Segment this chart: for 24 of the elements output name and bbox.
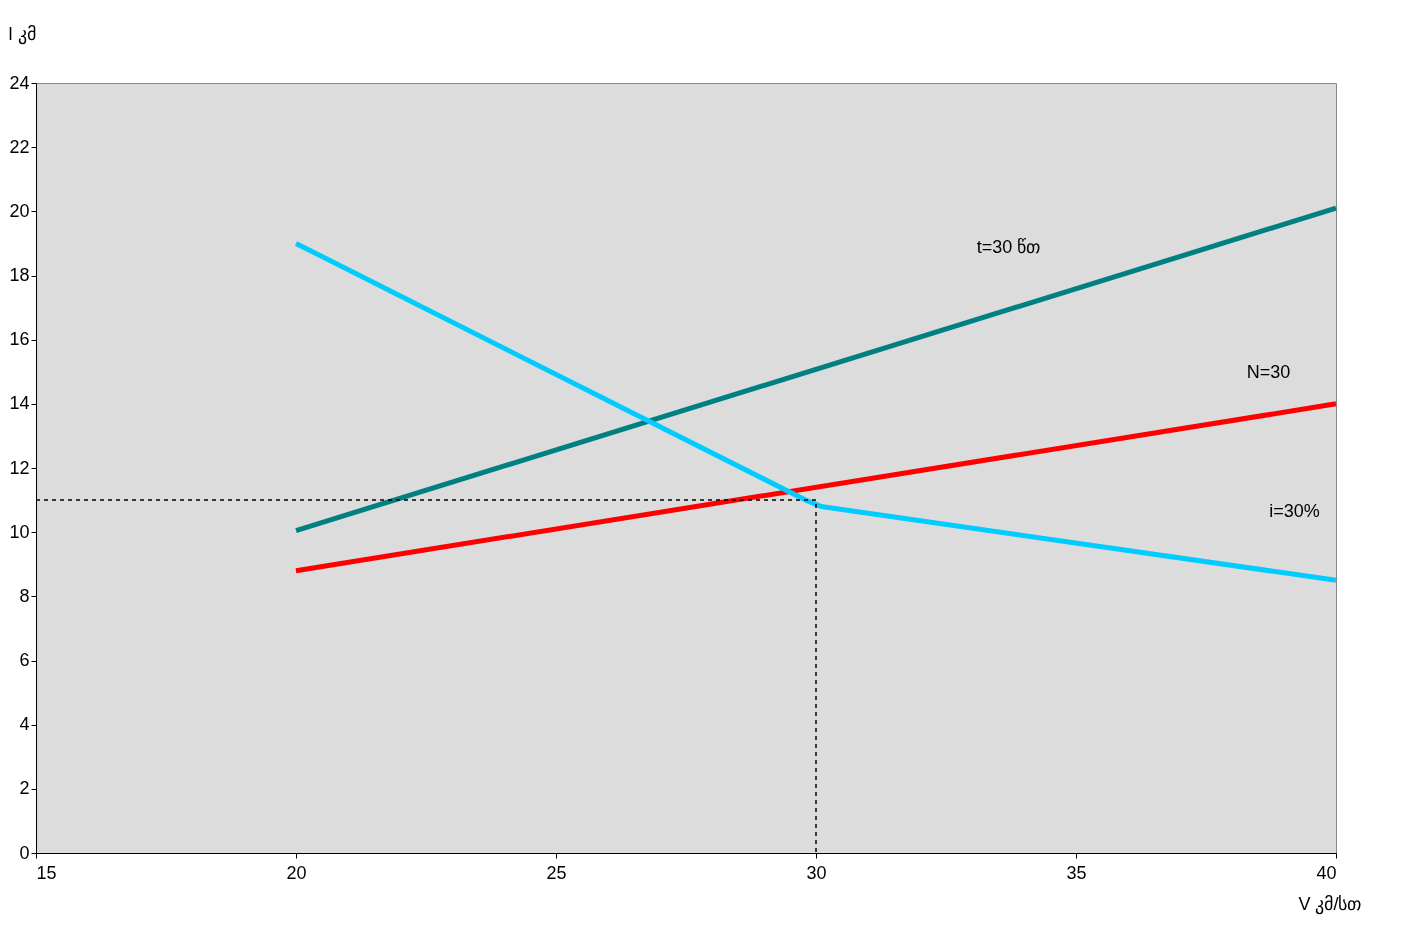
y-tick-label: 4 xyxy=(19,714,30,735)
y-tick-label: 16 xyxy=(9,329,30,350)
series-label: N=30 xyxy=(1246,361,1291,382)
x-tick-label: 30 xyxy=(806,862,827,883)
x-tick-label: 35 xyxy=(1066,862,1087,883)
y-tick-label: 0 xyxy=(19,842,30,863)
y-tick-label: 22 xyxy=(9,136,30,157)
y-tick-label: 10 xyxy=(9,521,30,542)
text: t=30 წთ xyxy=(976,236,1041,257)
x-tick-label: 40 xyxy=(1316,862,1337,883)
x-axis-title: V კმ/სთ xyxy=(1298,893,1362,915)
text: i=30% xyxy=(1269,501,1320,522)
x-tick-label: 15 xyxy=(36,862,57,883)
y-tick-label: 14 xyxy=(9,393,30,414)
y-tick-label: 20 xyxy=(9,200,30,221)
x-tick-label: 20 xyxy=(286,862,307,883)
y-tick-label: 2 xyxy=(19,778,30,799)
y-tick-label: 12 xyxy=(9,457,30,478)
y-tick-label: 6 xyxy=(19,650,30,670)
y-tick-label: 18 xyxy=(9,265,30,285)
y-tick-label: 24 xyxy=(9,72,30,93)
y-tick-label: 8 xyxy=(19,585,30,606)
y-axis-title: l კმ xyxy=(8,23,36,45)
x-tick-label: 25 xyxy=(546,862,567,883)
